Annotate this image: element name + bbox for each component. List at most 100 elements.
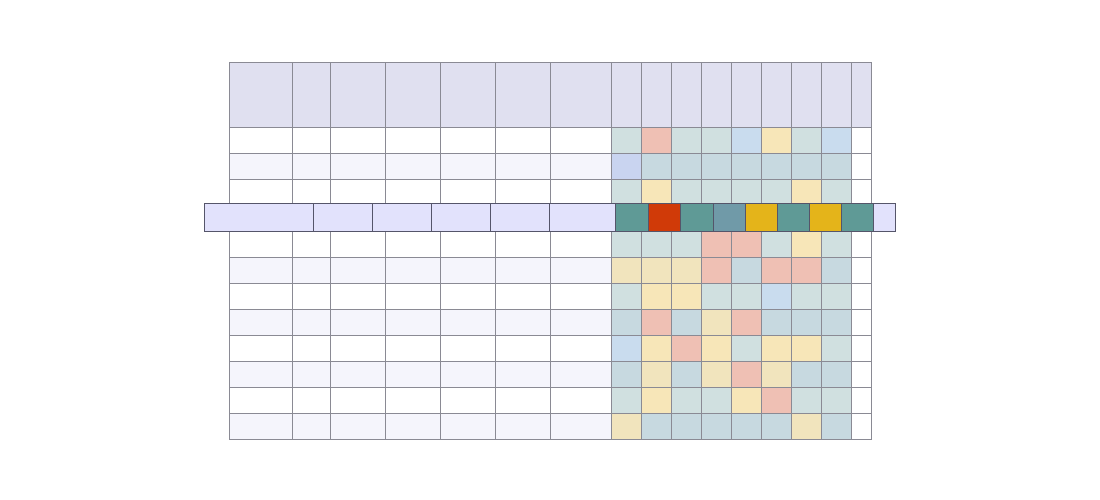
heat-cell[interactable] — [641, 413, 672, 440]
table-cell[interactable] — [440, 309, 496, 336]
table-cell[interactable] — [330, 283, 386, 310]
heat-cell[interactable] — [701, 127, 732, 154]
table-cell[interactable] — [292, 179, 331, 206]
table-cell[interactable] — [385, 179, 441, 206]
heat-cell[interactable] — [851, 309, 872, 336]
heat-cell[interactable] — [701, 335, 732, 362]
heat-cell[interactable] — [761, 179, 792, 206]
table-cell[interactable] — [550, 387, 612, 414]
column-header[interactable] — [292, 62, 331, 128]
table-cell[interactable] — [229, 335, 293, 362]
table-cell[interactable] — [495, 257, 551, 284]
heat-cell[interactable] — [641, 387, 672, 414]
table-cell[interactable] — [550, 413, 612, 440]
table-cell[interactable] — [440, 283, 496, 310]
heat-cell[interactable] — [761, 257, 792, 284]
heat-cell[interactable] — [611, 257, 642, 284]
table-cell[interactable] — [440, 231, 496, 258]
heat-cell[interactable] — [671, 413, 702, 440]
heat-cell[interactable] — [671, 335, 702, 362]
heat-cell[interactable] — [851, 179, 872, 206]
heat-cell[interactable] — [851, 387, 872, 414]
table-cell[interactable] — [229, 361, 293, 388]
table-cell[interactable] — [229, 127, 293, 154]
table-cell[interactable] — [229, 257, 293, 284]
table-cell[interactable] — [440, 335, 496, 362]
table-cell[interactable] — [440, 127, 496, 154]
table-cell[interactable] — [385, 127, 441, 154]
heat-cell[interactable] — [611, 413, 642, 440]
highlight-heat-cell[interactable] — [681, 204, 714, 231]
heat-column-header[interactable] — [611, 62, 642, 128]
table-cell[interactable] — [495, 413, 551, 440]
heat-column-header[interactable] — [701, 62, 732, 128]
table-cell[interactable] — [229, 153, 293, 180]
table-row[interactable] — [229, 127, 872, 154]
table-cell[interactable] — [440, 153, 496, 180]
table-cell[interactable] — [229, 387, 293, 414]
heat-cell[interactable] — [761, 231, 792, 258]
heat-cell[interactable] — [701, 387, 732, 414]
heat-cell[interactable] — [671, 179, 702, 206]
table-cell[interactable] — [550, 283, 612, 310]
table-cell[interactable] — [330, 257, 386, 284]
column-header[interactable] — [330, 62, 386, 128]
table-cell[interactable] — [330, 153, 386, 180]
heat-cell[interactable] — [641, 335, 672, 362]
heat-cell[interactable] — [671, 283, 702, 310]
table-cell[interactable] — [550, 231, 612, 258]
heat-cell[interactable] — [731, 335, 762, 362]
heat-cell[interactable] — [611, 179, 642, 206]
table-row[interactable] — [229, 283, 872, 310]
heat-cell[interactable] — [791, 413, 822, 440]
heat-cell[interactable] — [671, 309, 702, 336]
highlight-heat-cell[interactable] — [616, 204, 649, 231]
heat-cell[interactable] — [671, 231, 702, 258]
table-row[interactable] — [229, 309, 872, 336]
heat-cell[interactable] — [761, 283, 792, 310]
table-cell[interactable] — [385, 257, 441, 284]
heat-cell[interactable] — [671, 127, 702, 154]
highlight-heat-cell[interactable] — [778, 204, 810, 231]
heat-cell[interactable] — [821, 257, 852, 284]
heat-cell[interactable] — [791, 335, 822, 362]
heat-cell[interactable] — [821, 283, 852, 310]
table-cell[interactable] — [550, 153, 612, 180]
heat-column-header[interactable] — [851, 62, 872, 128]
column-header[interactable] — [495, 62, 551, 128]
table-cell[interactable] — [330, 309, 386, 336]
table-cell[interactable] — [292, 127, 331, 154]
highlight-cell[interactable] — [491, 204, 550, 231]
highlight-cell[interactable] — [314, 204, 373, 231]
heat-cell[interactable] — [821, 413, 852, 440]
table-cell[interactable] — [440, 387, 496, 414]
table-cell[interactable] — [292, 387, 331, 414]
heat-cell[interactable] — [761, 153, 792, 180]
heat-cell[interactable] — [611, 361, 642, 388]
highlight-cell[interactable] — [373, 204, 432, 231]
heat-cell[interactable] — [611, 231, 642, 258]
table-row[interactable] — [229, 361, 872, 388]
table-cell[interactable] — [440, 257, 496, 284]
heat-cell[interactable] — [791, 283, 822, 310]
table-cell[interactable] — [550, 361, 612, 388]
heat-cell[interactable] — [791, 257, 822, 284]
highlight-heat-cell[interactable] — [810, 204, 842, 231]
heat-cell[interactable] — [791, 387, 822, 414]
heat-cell[interactable] — [731, 361, 762, 388]
heat-cell[interactable] — [761, 361, 792, 388]
heat-cell[interactable] — [701, 179, 732, 206]
heat-cell[interactable] — [821, 361, 852, 388]
heat-cell[interactable] — [641, 153, 672, 180]
table-cell[interactable] — [330, 387, 386, 414]
heat-column-header[interactable] — [761, 62, 792, 128]
table-cell[interactable] — [330, 335, 386, 362]
heat-cell[interactable] — [761, 335, 792, 362]
table-row[interactable] — [229, 153, 872, 180]
heat-cell[interactable] — [761, 127, 792, 154]
table-cell[interactable] — [385, 413, 441, 440]
table-cell[interactable] — [229, 283, 293, 310]
table-cell[interactable] — [440, 179, 496, 206]
highlight-heat-cell[interactable] — [649, 204, 681, 231]
table-cell[interactable] — [292, 413, 331, 440]
